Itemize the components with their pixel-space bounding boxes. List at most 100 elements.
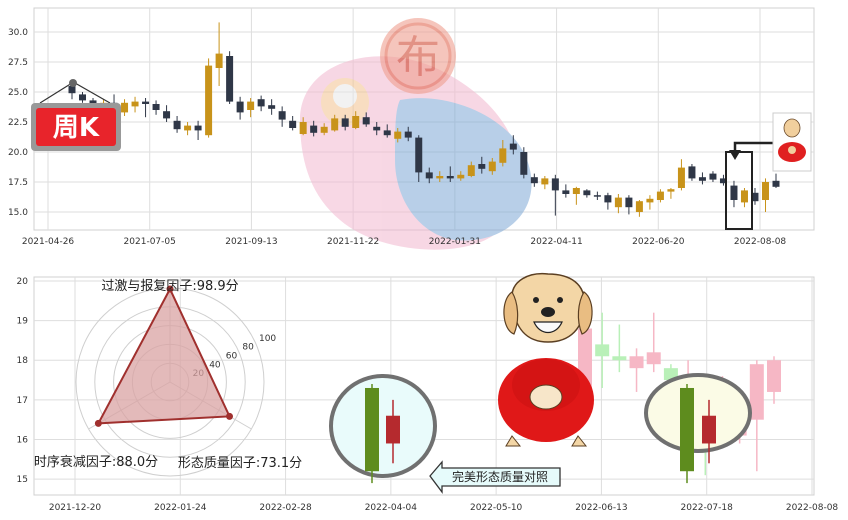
top-candle-body — [268, 105, 276, 109]
radar-tick-label: 100 — [259, 334, 276, 344]
top-y-tick-label: 22.5 — [8, 118, 28, 128]
mascot-watermark — [300, 56, 532, 250]
top-candle-body — [646, 198, 654, 203]
stamp-icon: 布 — [380, 18, 456, 94]
top-candle-body — [551, 178, 559, 191]
top-candle-body — [226, 56, 234, 102]
top-candle-body — [215, 53, 223, 68]
reference-candle-body — [595, 344, 610, 357]
top-candle-body — [467, 165, 475, 176]
highlight-candle-body — [680, 387, 694, 472]
bottom-y-tick-label: 17 — [17, 396, 28, 406]
highlight-candle-body — [365, 387, 379, 472]
top-candle-body — [415, 137, 423, 173]
bottom-y-axis: 15 16 17 18 19 20 — [17, 277, 29, 485]
top-candle-body — [152, 104, 160, 110]
top-candle-body — [677, 167, 685, 188]
top-candle-body — [163, 111, 171, 119]
top-candle-body — [79, 94, 87, 101]
radar-tick-label: 80 — [242, 343, 254, 353]
top-candle-body — [604, 195, 612, 203]
top-y-tick-label: 15.0 — [8, 208, 28, 218]
top-candle-body — [667, 189, 675, 192]
top-candle-body — [236, 101, 244, 113]
top-candle-body — [131, 101, 139, 107]
top-x-axis: 2021-04-26 2021-07-05 2021-09-13 2021-11-22… — [22, 237, 787, 247]
top-candle-body — [509, 143, 517, 150]
reference-candle-body — [749, 364, 764, 420]
top-candle-body — [278, 111, 286, 120]
bottom-y-tick-label: 18 — [17, 356, 29, 366]
reference-candle-body — [612, 356, 627, 361]
top-candle-body — [121, 102, 129, 113]
top-candle-body — [530, 177, 538, 184]
top-candle-body — [520, 152, 528, 175]
bottom-y-tick-label: 20 — [17, 277, 29, 287]
radar-axis-label: 形态质量因子:73.1分 — [178, 456, 302, 471]
top-candle-body — [562, 190, 570, 194]
badge-string-right — [74, 82, 111, 104]
top-x-tick-label: 2021-11-22 — [327, 237, 379, 247]
top-candle-body — [362, 117, 370, 125]
top-candle-body — [446, 176, 454, 179]
top-y-tick-label: 27.5 — [8, 58, 28, 68]
bottom-x-tick-label: 2022-08-08 — [786, 503, 839, 513]
top-candle-body — [614, 197, 622, 208]
top-candle-body — [289, 120, 297, 128]
top-candle-body — [383, 130, 391, 136]
comparison-callout: 完美形态质量对照 — [429, 460, 561, 494]
bottom-x-tick-label: 2022-07-18 — [681, 503, 734, 513]
top-candle-body — [457, 174, 465, 179]
top-x-tick-label: 2022-01-31 — [429, 237, 481, 247]
top-candle-body — [352, 116, 360, 128]
top-candle-body — [625, 197, 633, 208]
reference-candle-body — [629, 356, 644, 369]
top-candle-body — [142, 101, 150, 104]
top-candle-body — [394, 131, 402, 139]
top-candle-body — [194, 125, 202, 131]
top-candle-body — [373, 126, 381, 131]
top-x-tick-label: 2021-09-13 — [225, 237, 277, 247]
top-candle-body — [205, 65, 213, 136]
top-x-tick-label: 2022-08-08 — [734, 237, 787, 247]
radar-area — [96, 286, 232, 425]
top-candle-body — [320, 126, 328, 133]
stamp-text: 布 — [396, 32, 440, 83]
radar-point — [166, 285, 174, 293]
top-candle-body — [740, 190, 748, 203]
badge-bg — [36, 108, 116, 146]
top-y-tick-label: 17.5 — [8, 178, 28, 188]
comparison-note: 完美形态质量对照 — [452, 469, 548, 484]
radar-chart: 20406080100过激与报复因子:98.9分形态质量因子:73.1分时序衰减… — [34, 279, 302, 477]
pattern-oval-right — [644, 373, 752, 453]
reference-candle-body — [767, 360, 781, 392]
bottom-x-tick-label: 2022-02-28 — [259, 503, 312, 513]
top-x-tick-label: 2022-06-20 — [632, 237, 685, 247]
top-x-tick-label: 2022-04-11 — [530, 237, 582, 247]
highlight-candle-body — [386, 415, 400, 444]
bottom-x-tick-label: 2022-01-24 — [154, 503, 207, 513]
badge-label: 周K — [53, 113, 100, 143]
radar-axis-label: 过激与报复因子:98.9分 — [101, 279, 238, 294]
dog-thumbnail-icon — [772, 112, 812, 172]
highlight-candles — [365, 384, 716, 484]
badge-string-left — [39, 82, 73, 104]
weekly-k-badge: 周K — [31, 79, 121, 151]
top-candle-body — [541, 178, 549, 185]
top-candle-body — [331, 118, 339, 131]
bottom-x-axis: 2021-12-20 2022-01-24 2022-02-28 2022-04-04… — [49, 503, 839, 513]
top-candle-body — [719, 178, 727, 184]
top-x-tick-label: 2021-07-05 — [124, 237, 176, 247]
radar-axis-label: 时序衰减因子:88.0分 — [34, 454, 158, 470]
arrow-head-icon — [729, 150, 741, 160]
top-y-axis: 15.0 17.5 20.0 22.5 25.0 27.5 30.0 — [8, 28, 28, 218]
top-y-tick-label: 30.0 — [8, 28, 28, 38]
top-candle-body — [709, 173, 717, 180]
top-candle-body — [730, 185, 738, 200]
dog-mascot-icon — [498, 272, 594, 447]
radar-point — [94, 419, 102, 427]
bottom-y-tick-label: 16 — [17, 436, 29, 446]
bottom-x-tick-label: 2021-12-20 — [49, 503, 102, 513]
bottom-y-tick-label: 19 — [17, 317, 29, 327]
